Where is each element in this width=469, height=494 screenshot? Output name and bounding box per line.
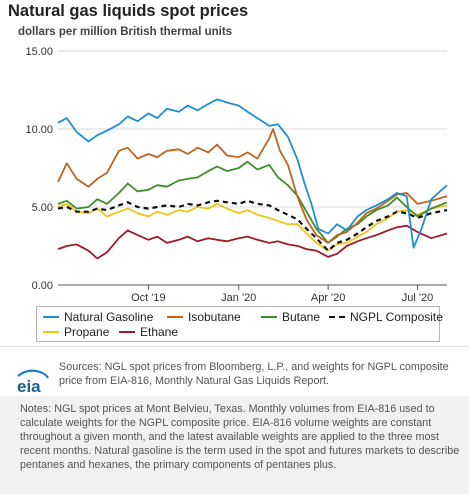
legend-swatch — [119, 331, 135, 333]
y-tick-label: 0.00 — [32, 280, 53, 292]
series-line-natural-gasoline — [57, 98, 448, 249]
x-tick-label: Oct '19 — [131, 292, 166, 304]
legend-swatch — [43, 331, 59, 333]
legend-swatch — [261, 316, 277, 318]
line-chart: 0.00 5.00 10.00 15.00 Oct '19 Jan '20 Apr '20 J… — [25, 46, 448, 304]
legend-item: Isobutane — [167, 310, 241, 324]
legend-label: Propane — [64, 325, 110, 339]
legend-label: Ethane — [140, 325, 179, 339]
legend-item: Natural Gasoline — [43, 310, 153, 324]
chart-subtitle: dollars per million British thermal unit… — [18, 26, 233, 38]
y-tick-label: 15.00 — [25, 46, 53, 58]
legend-item: Propane — [43, 325, 109, 339]
notes-section — [0, 396, 469, 494]
eia-logo-text: eia — [17, 377, 41, 394]
eia-logo-icon: eia — [17, 369, 49, 394]
footer-divider — [0, 346, 469, 347]
notes-text: Notes: NGL spot prices at Mont Belvieu, … — [20, 403, 460, 471]
sources-section — [0, 350, 469, 394]
x-tick-label: Jul '20 — [402, 292, 433, 304]
series-line-isobutane — [57, 128, 448, 244]
series-line-butane — [57, 160, 448, 244]
series-line-ethane — [57, 224, 448, 260]
series-layer — [57, 98, 448, 260]
y-tick-label: 5.00 — [32, 202, 53, 214]
legend-item: Butane — [261, 310, 320, 324]
legend-item: NGPL Composite — [329, 310, 443, 324]
x-tick-label: Apr '20 — [311, 292, 346, 304]
legend-swatch — [43, 316, 59, 318]
axis-layer: 0.00 5.00 10.00 15.00 Oct '19 Jan '20 Apr '20 J… — [25, 46, 433, 304]
legend-item: Ethane — [119, 325, 178, 339]
legend-label: NGPL Composite — [350, 310, 443, 324]
y-tick-label: 10.00 — [25, 124, 53, 136]
series-line-propane — [57, 203, 448, 252]
x-tick-label: Jan '20 — [221, 292, 256, 304]
legend-swatch — [167, 316, 183, 318]
chart-title: Natural gas liquids spot prices — [8, 2, 249, 20]
legend-label: Isobutane — [188, 310, 241, 324]
series-line-ngpl-composite — [57, 199, 448, 252]
sources-text: Sources: NGL spot prices from Bloomberg,… — [59, 361, 449, 387]
legend-label: Butane — [282, 310, 321, 324]
chart-legend: Natural Gasoline Isobutane Butane NGPL C… — [36, 306, 443, 342]
legend-swatch — [329, 316, 345, 318]
legend-label: Natural Gasoline — [64, 310, 154, 324]
grid-layer — [58, 50, 447, 286]
